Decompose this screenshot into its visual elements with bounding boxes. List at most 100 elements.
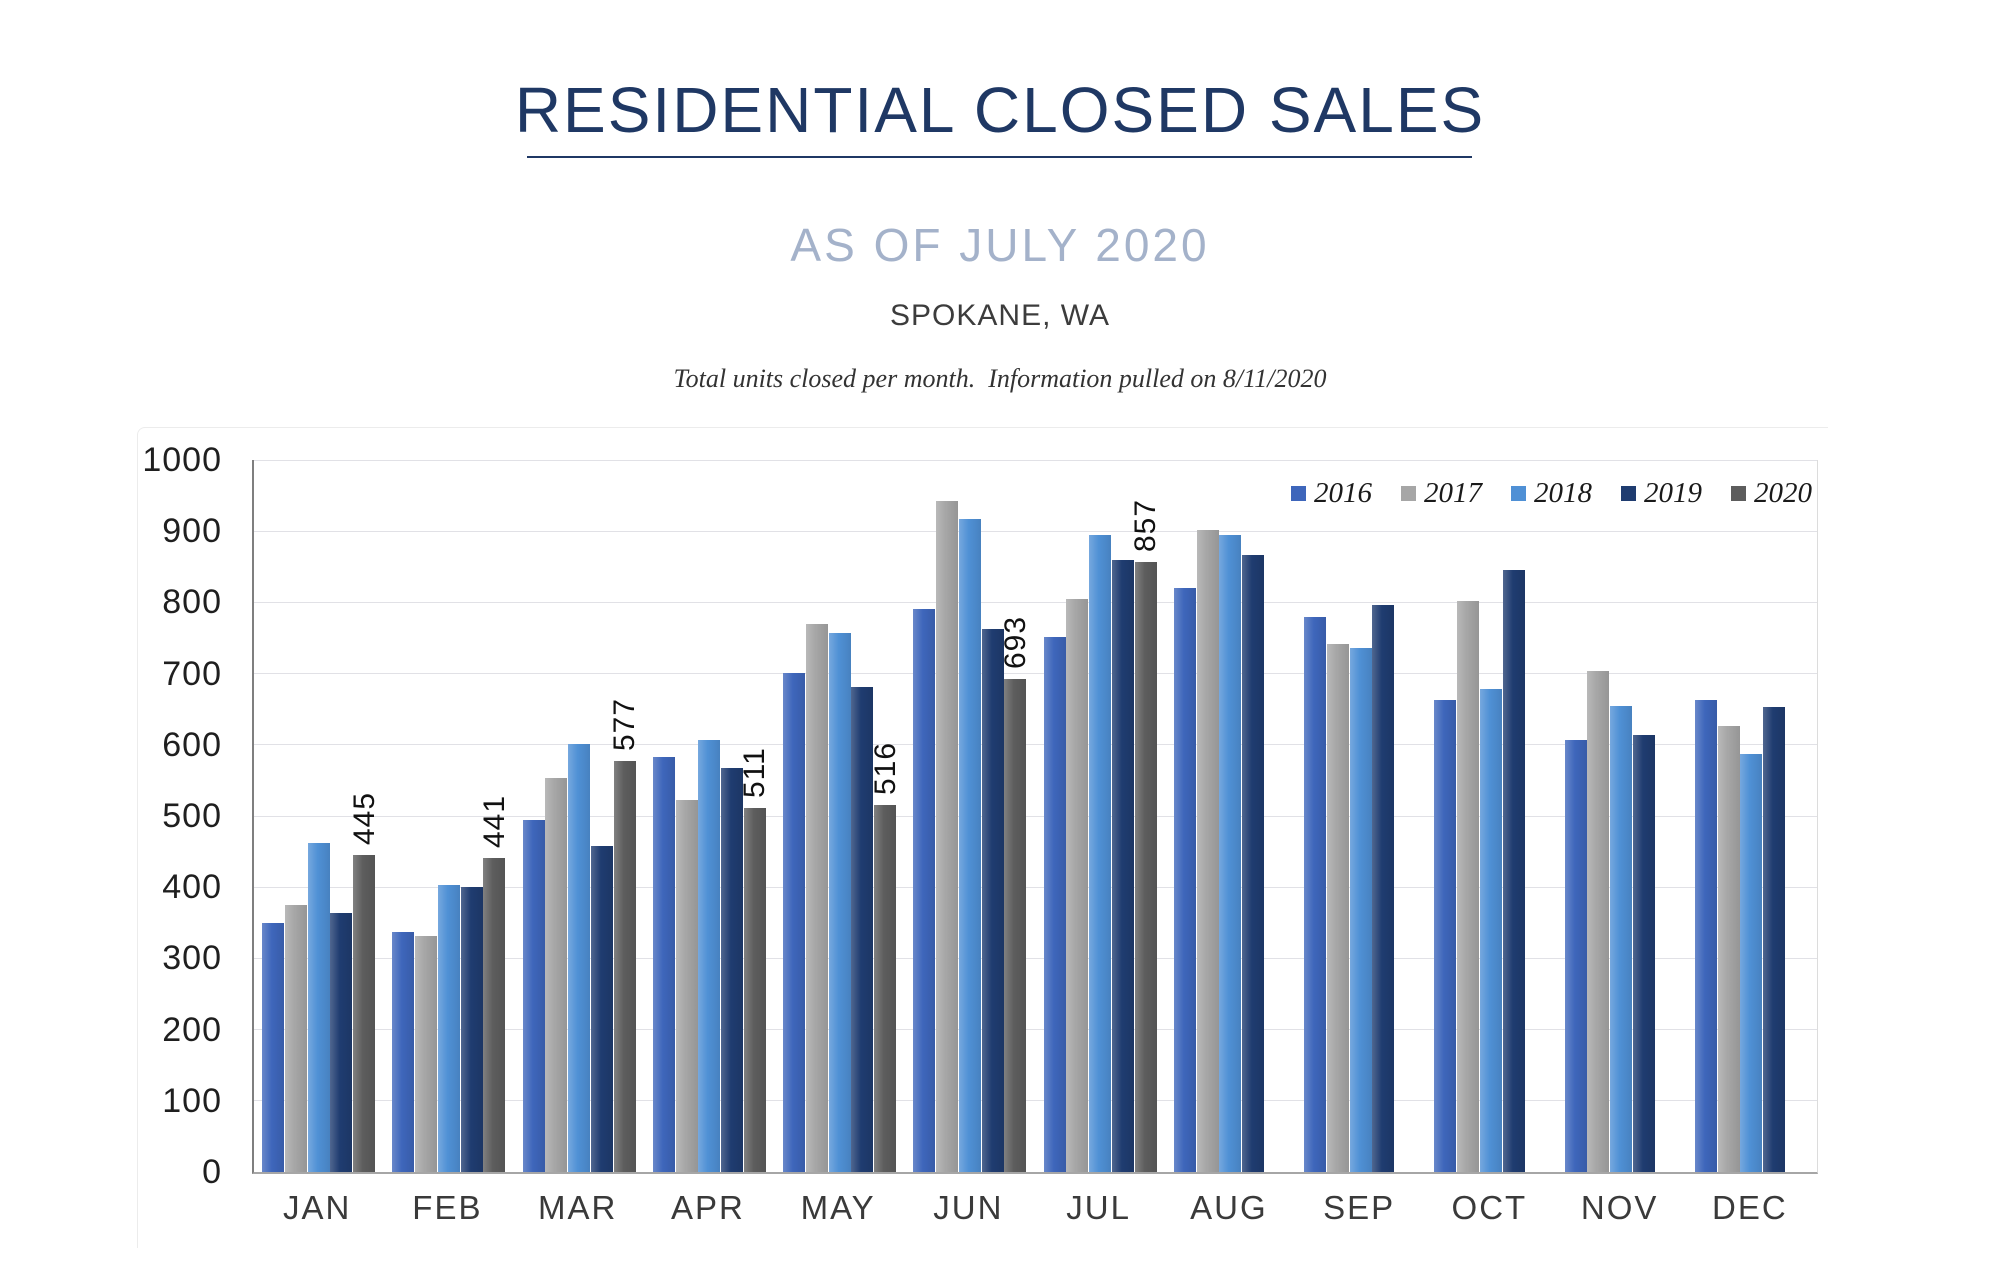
bar-2019-jul — [1111, 559, 1134, 1172]
bar-2017-nov — [1587, 670, 1610, 1172]
page-title: RESIDENTIAL CLOSED SALES — [514, 74, 1486, 146]
chart-caption: Total units closed per month. Informatio… — [673, 364, 1327, 393]
legend-label-2016: 2016 — [1314, 477, 1372, 509]
y-tick-600: 600 — [162, 725, 222, 764]
gridline-900 — [254, 530, 1817, 532]
location-label: SPOKANE, WA — [890, 299, 1110, 332]
bar-2020-may — [874, 804, 897, 1172]
gridline-500 — [254, 815, 1817, 817]
legend-item-2020: 2020 — [1731, 479, 1812, 508]
legend-label-2019: 2019 — [1644, 477, 1702, 509]
bar-2017-sep — [1326, 643, 1349, 1172]
legend-item-2019: 2019 — [1621, 479, 1702, 508]
chart-legend: 2016 2017 2018 2019 2020 — [1291, 479, 1812, 508]
bar-2020-jan — [353, 855, 376, 1172]
legend-swatch-2018 — [1511, 486, 1526, 501]
bar-2019-jan — [330, 912, 353, 1172]
x-tick-may: MAY — [800, 1189, 876, 1226]
bar-2018-aug — [1219, 534, 1242, 1172]
bar-2018-may — [828, 633, 851, 1172]
gridline-300 — [254, 957, 1817, 959]
bar-2017-dec — [1717, 726, 1740, 1172]
x-tick-feb: FEB — [412, 1189, 483, 1226]
x-tick-jul: JUL — [1066, 1189, 1131, 1226]
bar-2020-jun — [1004, 678, 1027, 1172]
bar-2016-may — [783, 672, 805, 1172]
gridline-600 — [254, 744, 1817, 746]
bar-2016-nov — [1564, 739, 1587, 1172]
legend-item-2018: 2018 — [1511, 479, 1592, 508]
x-tick-jan: JAN — [282, 1189, 352, 1226]
bar-2017-oct — [1457, 600, 1480, 1172]
bar-2018-mar — [568, 744, 591, 1172]
bar-2016-mar — [522, 820, 545, 1172]
x-tick-mar: MAR — [537, 1189, 618, 1226]
y-tick-200: 200 — [162, 1010, 222, 1049]
x-tick-aug: AUG — [1190, 1189, 1268, 1226]
gridline-200 — [254, 1029, 1817, 1031]
bar-2018-sep — [1349, 647, 1372, 1172]
bar-2018-oct — [1479, 689, 1502, 1172]
bar-2019-may — [851, 687, 874, 1172]
bar-2019-jun — [981, 629, 1004, 1172]
x-tick-apr: APR — [670, 1189, 745, 1226]
bar-2019-mar — [590, 845, 613, 1172]
plot-area: 445 441 577 511 516 693 857 — [252, 459, 1818, 1174]
bar-2020-mar — [613, 761, 636, 1172]
legend-swatch-2019 — [1621, 486, 1636, 501]
gridline-1000 — [254, 459, 1817, 461]
bar-2019-sep — [1372, 604, 1395, 1172]
y-tick-300: 300 — [162, 939, 222, 978]
legend-label-2017: 2017 — [1424, 477, 1482, 509]
data-label-2020-jun: 693 — [998, 615, 1032, 669]
bar-2017-jul — [1066, 598, 1089, 1172]
bar-2017-may — [805, 623, 828, 1172]
page-subtitle: AS OF JULY 2020 — [790, 219, 1210, 271]
y-tick-800: 800 — [162, 583, 222, 622]
y-tick-1000: 1000 — [142, 441, 222, 479]
bar-2018-nov — [1610, 706, 1633, 1172]
bar-2016-aug — [1173, 588, 1196, 1172]
chart-card-edge — [137, 427, 1828, 1248]
x-tick-oct: OCT — [1451, 1189, 1528, 1226]
bar-2019-feb — [460, 887, 483, 1172]
bar-2019-nov — [1632, 734, 1655, 1172]
title-underline — [527, 156, 1472, 158]
legend-swatch-2016 — [1291, 486, 1306, 501]
gridline-800 — [254, 601, 1817, 603]
x-tick-sep: SEP — [1323, 1189, 1396, 1226]
x-tick-jun: JUN — [933, 1189, 1004, 1226]
x-axis: JAN FEB MAR APR MAY JUN JUL AUG SEP OCT NOV DEC — [252, 1190, 1815, 1234]
bar-2017-jun — [936, 500, 959, 1172]
bar-2016-oct — [1434, 699, 1457, 1172]
x-tick-nov: NOV — [1580, 1189, 1659, 1226]
bar-2019-oct — [1502, 570, 1525, 1172]
bar-2020-jul — [1134, 561, 1157, 1172]
bar-2016-dec — [1694, 699, 1717, 1172]
bar-2017-aug — [1196, 529, 1219, 1172]
legend-label-2020: 2020 — [1754, 477, 1812, 509]
bar-2020-feb — [483, 858, 506, 1172]
bar-2017-feb — [415, 936, 438, 1172]
legend-item-2017: 2017 — [1401, 479, 1482, 508]
data-label-2020-feb: 441 — [477, 794, 511, 849]
legend-label-2018: 2018 — [1534, 477, 1592, 509]
bar-2018-feb — [437, 885, 460, 1172]
bar-2017-jan — [284, 905, 307, 1172]
bar-2018-jul — [1089, 534, 1112, 1172]
legend-swatch-2020 — [1731, 486, 1746, 501]
data-label-2020-jul: 857 — [1129, 498, 1163, 552]
bar-2018-apr — [698, 739, 721, 1172]
bar-2019-apr — [721, 768, 744, 1172]
y-axis: 0 100 200 300 400 500 600 700 800 900 1000 — [90, 442, 222, 1190]
bar-2017-mar — [545, 778, 568, 1172]
bar-2020-apr — [743, 808, 766, 1172]
legend-item-2016: 2016 — [1291, 479, 1372, 508]
bar-2016-jun — [913, 608, 936, 1172]
bar-2016-apr — [652, 756, 675, 1172]
bar-2017-apr — [675, 799, 698, 1172]
bar-2018-dec — [1740, 754, 1763, 1172]
y-tick-400: 400 — [162, 868, 222, 907]
bar-2018-jun — [958, 519, 981, 1172]
